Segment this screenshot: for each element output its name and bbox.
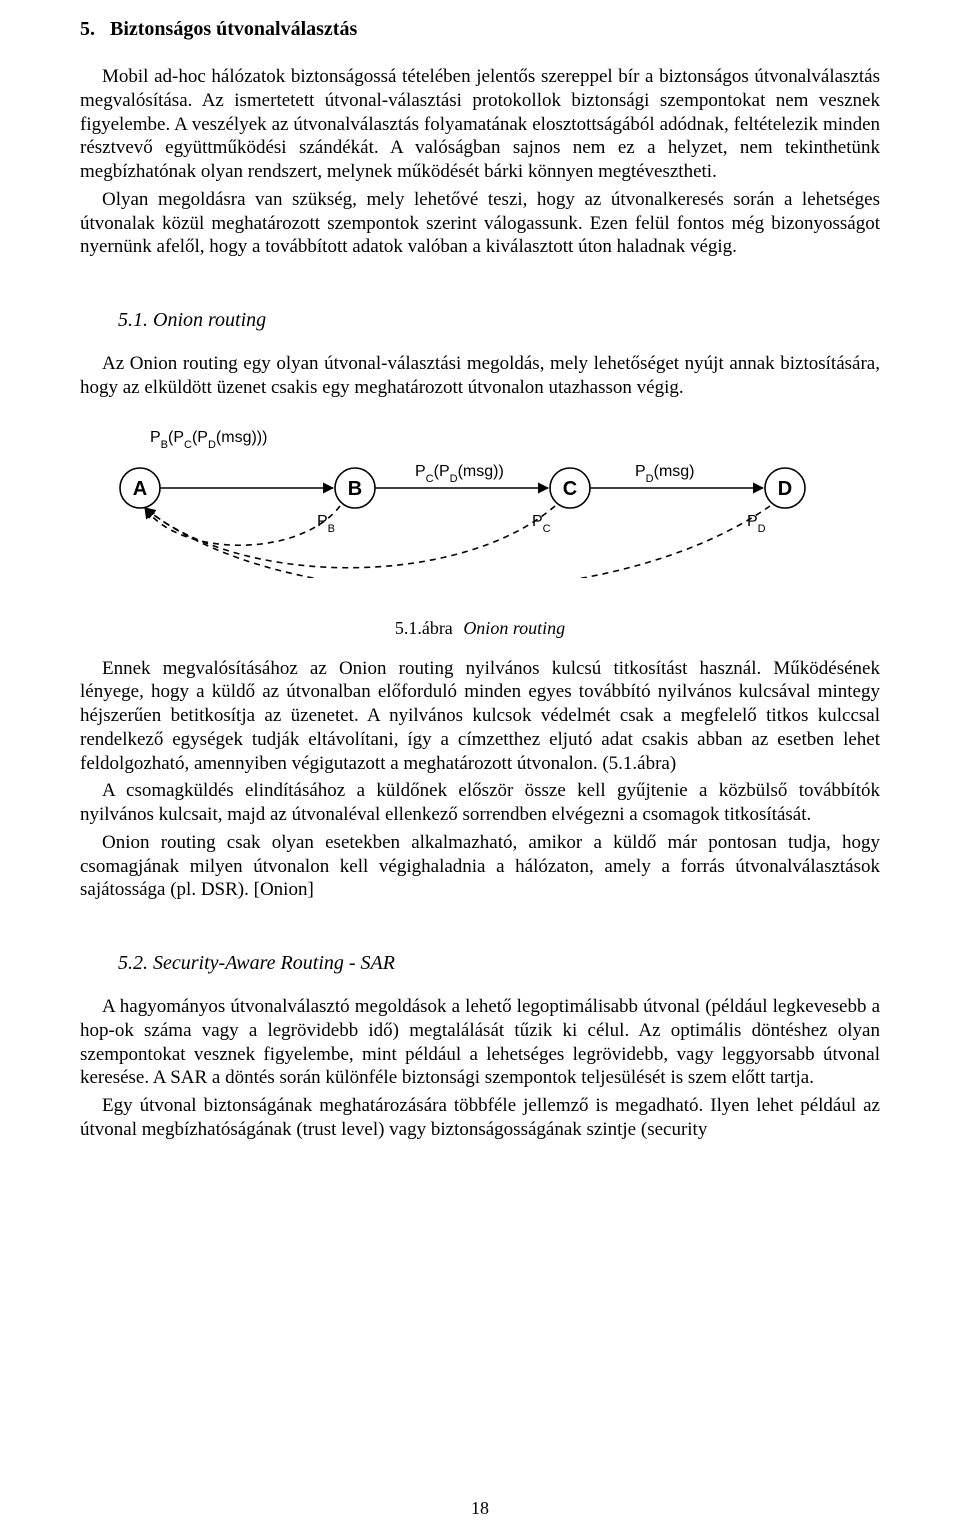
section-heading: 5. Biztonságos útvonalválasztás [80, 18, 880, 41]
figure-caption-text: Onion routing [463, 618, 565, 638]
section-title: Biztonságos útvonalválasztás [110, 18, 357, 40]
subsection-1-title: Onion routing [153, 309, 266, 331]
svg-text:A: A [133, 478, 147, 500]
svg-text:D: D [778, 478, 792, 500]
svg-text:PB(PC(PD(msg))): PB(PC(PD(msg))) [150, 429, 267, 451]
sub2-p2: Egy útvonal biztonságának meghatározásár… [80, 1094, 880, 1142]
subsection-2-number: 5.2. [118, 952, 148, 974]
sub1-p3: A csomagküldés elindításához a küldőnek … [80, 779, 880, 827]
page-number: 18 [0, 1498, 960, 1519]
figure-onion-routing: A B C D PB(PC(PD(msg))) PC(PD(msg)) PD(msg) PB P… [80, 418, 880, 578]
svg-text:PD(msg): PD(msg) [635, 463, 695, 485]
subsection-2-heading: 5.2. Security-Aware Routing - SAR [118, 952, 880, 975]
svg-text:PD: PD [747, 513, 766, 535]
onion-routing-diagram: A B C D PB(PC(PD(msg))) PC(PD(msg)) PD(msg) PB P… [80, 418, 880, 578]
subsection-1-heading: 5.1. Onion routing [118, 309, 880, 332]
sub1-p4: Onion routing csak olyan esetekben alkal… [80, 831, 880, 902]
section-p2: Olyan megoldásra van szükség, mely lehet… [80, 188, 880, 259]
svg-text:PC: PC [532, 513, 551, 535]
subsection-2-title: Security-Aware Routing - SAR [153, 952, 395, 974]
sub1-p1: Az Onion routing egy olyan útvonal-válas… [80, 352, 880, 400]
svg-text:PB: PB [317, 513, 335, 535]
page: 5. Biztonságos útvonalválasztás Mobil ad… [0, 0, 960, 1537]
svg-text:PC(PD(msg)): PC(PD(msg)) [415, 463, 504, 485]
svg-text:C: C [563, 478, 577, 500]
figure-caption: 5.1.ábra Onion routing [80, 618, 880, 639]
figure-caption-label: 5.1.ábra [395, 618, 453, 638]
subsection-1-number: 5.1. [118, 309, 148, 331]
section-p1: Mobil ad-hoc hálózatok biztonságossá tét… [80, 65, 880, 184]
section-number: 5. [80, 18, 95, 40]
svg-text:B: B [348, 478, 362, 500]
sub2-p1: A hagyományos útvonalválasztó megoldások… [80, 995, 880, 1090]
sub1-p2: Ennek megvalósításához az Onion routing … [80, 657, 880, 776]
